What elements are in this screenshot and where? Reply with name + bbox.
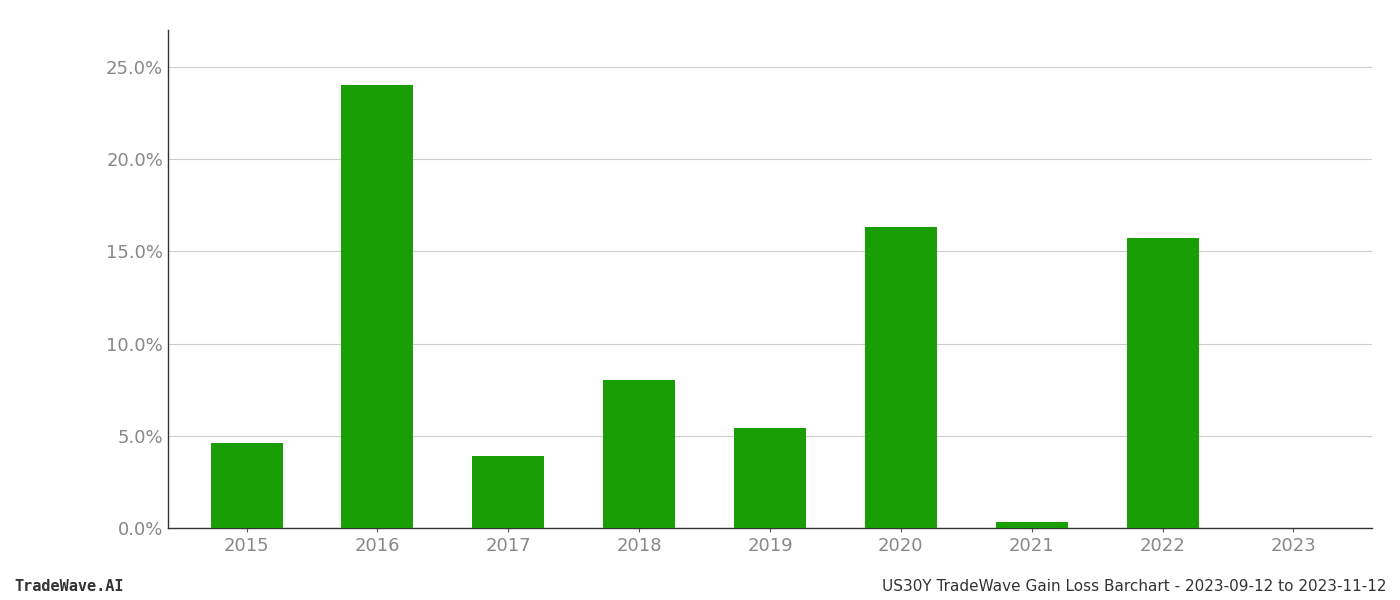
- Bar: [1127, 238, 1198, 528]
- Bar: [472, 456, 545, 528]
- Text: TradeWave.AI: TradeWave.AI: [14, 579, 123, 594]
- Bar: [210, 443, 283, 528]
- Text: US30Y TradeWave Gain Loss Barchart - 2023-09-12 to 2023-11-12: US30Y TradeWave Gain Loss Barchart - 202…: [882, 579, 1386, 594]
- Bar: [603, 380, 675, 528]
- Bar: [734, 428, 806, 528]
- Bar: [342, 85, 413, 528]
- Bar: [865, 227, 937, 528]
- Bar: [995, 523, 1068, 528]
